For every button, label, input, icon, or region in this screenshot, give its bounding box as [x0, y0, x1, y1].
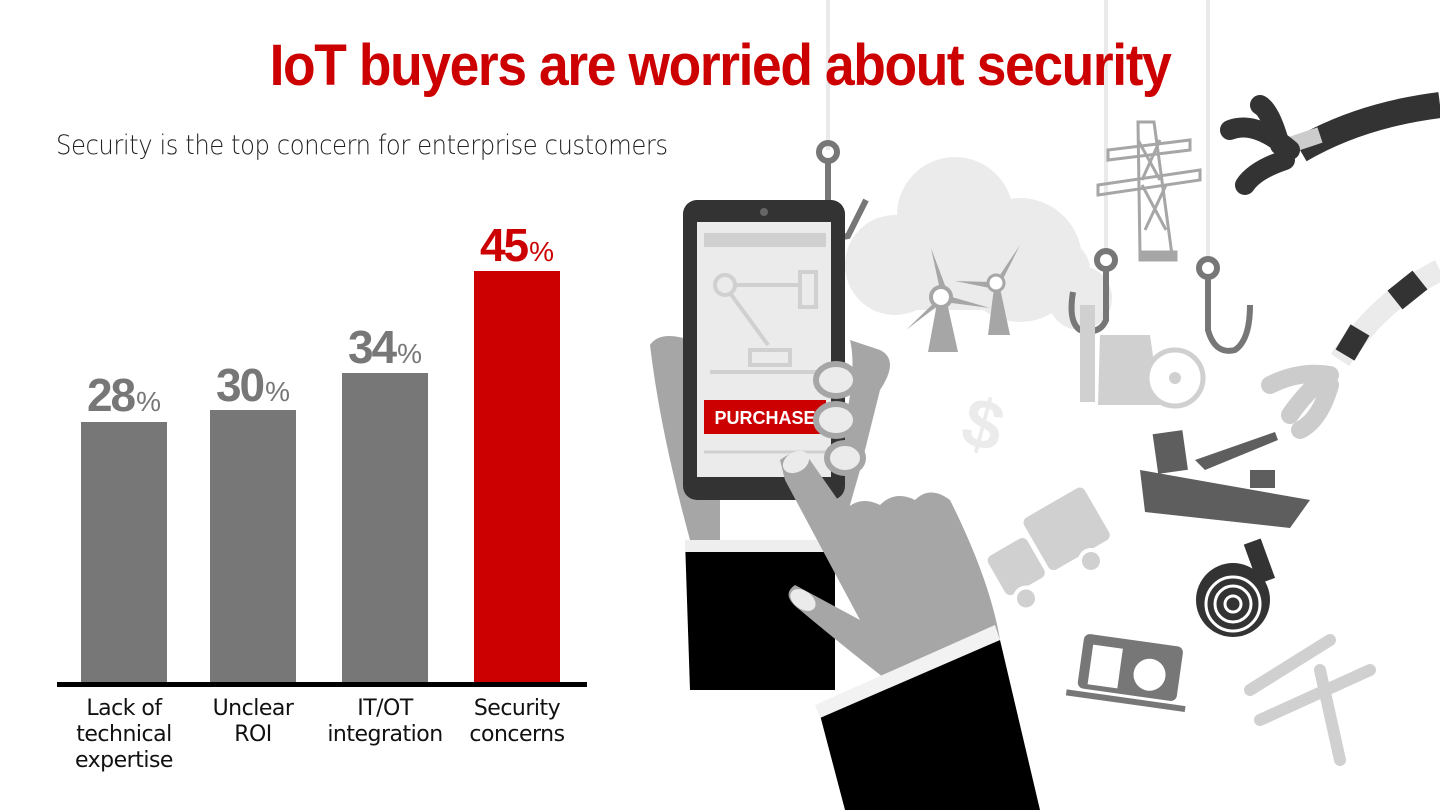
robot-arm-icon [710, 270, 820, 374]
page-title: IoT buyers are worried about security [269, 33, 1172, 98]
bar-value-label: 30% [215, 359, 291, 411]
category-label: IT/OT integration [327, 696, 443, 747]
pointing-hand-icon [780, 450, 1040, 810]
bar-value-label: 28% [86, 369, 162, 421]
iot-illustration: $ [650, 0, 1440, 810]
wind-turbine-icon [906, 245, 1020, 352]
page-subtitle: Security is the top concern for enterpri… [56, 130, 668, 161]
bar-unclear-roi [210, 410, 296, 682]
category-label: Security concerns [469, 696, 565, 747]
robot-hand-icon [1220, 92, 1440, 439]
bar-chart: 28% 30% 34% 45% Lack of technical expertis… [0, 0, 640, 810]
dollar-icon: $ [954, 382, 1012, 467]
x-axis-baseline [57, 682, 587, 687]
turbine-fan-icon [1196, 538, 1276, 637]
bar-value-label-highlight: 45% [479, 219, 555, 271]
power-tower-icon [1096, 120, 1202, 262]
purchase-button-label: PURCHASE [714, 408, 815, 428]
ship-crane-icon [1140, 430, 1310, 528]
bar-lack-of-technical-expertise [81, 422, 167, 682]
generator-icon [1065, 634, 1186, 713]
truck-icon [987, 487, 1110, 612]
bar-it-ot-integration [342, 373, 428, 682]
utility-pole-icon [1244, 634, 1376, 766]
phone-icon: PURCHASE [683, 200, 845, 500]
cloud-icon [845, 157, 1112, 330]
fingers-icon [813, 361, 866, 476]
category-label: Lack of technical expertise [75, 696, 173, 773]
category-label: Unclear ROI [212, 696, 294, 747]
bar-value-label: 34% [347, 321, 423, 373]
purchase-button [704, 400, 826, 434]
fishing-line-icon [826, 0, 1210, 262]
nuclear-plant-icon [1080, 305, 1206, 409]
bar-security-concerns [474, 271, 560, 682]
